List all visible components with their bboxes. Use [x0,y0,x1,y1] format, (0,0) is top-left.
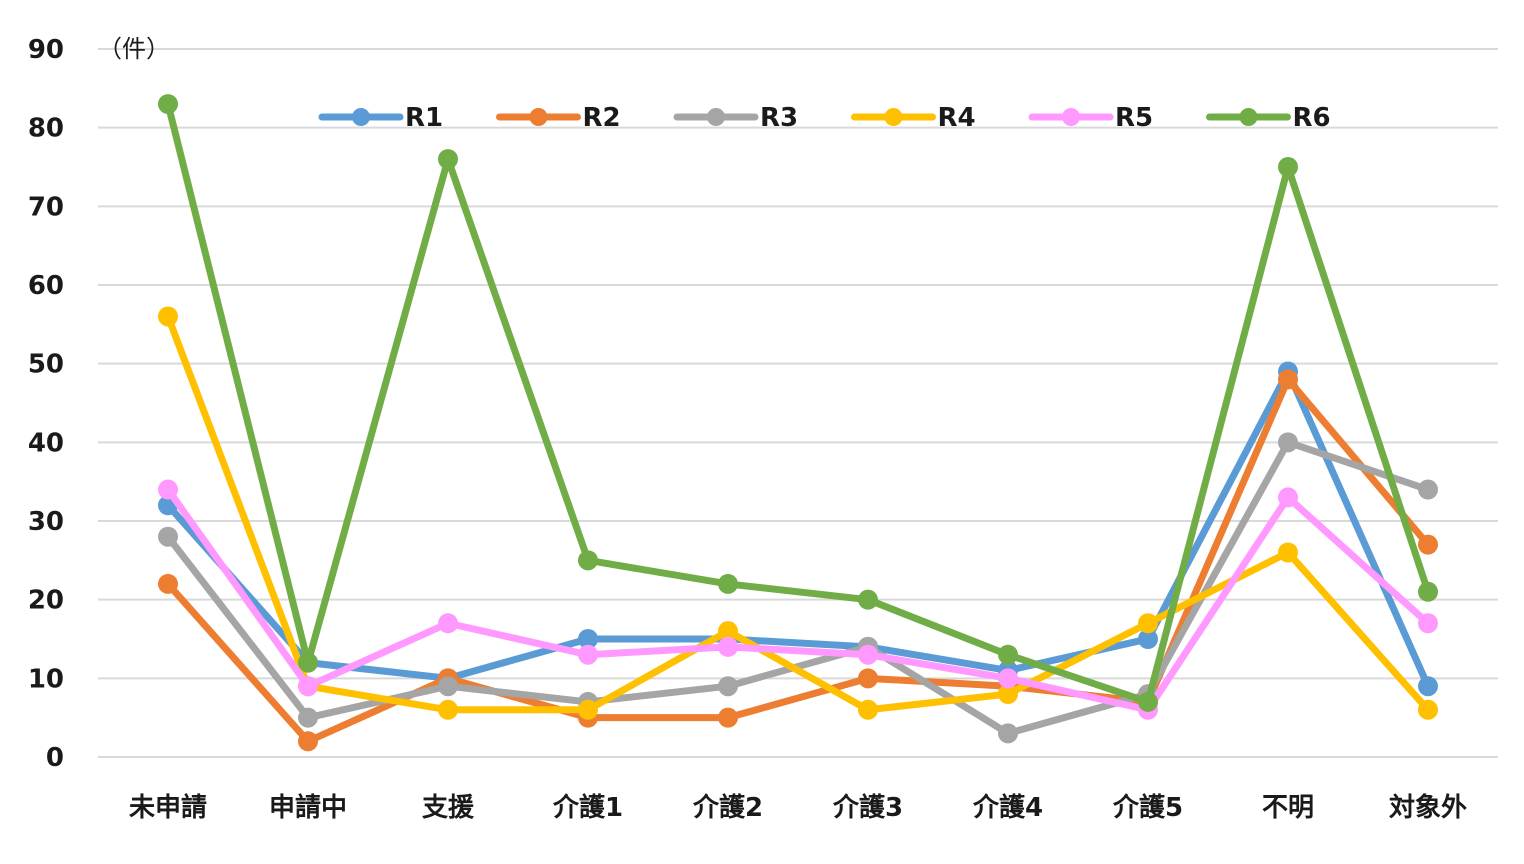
data-point [438,676,458,697]
legend-label: R1 [405,103,443,133]
data-point [578,629,598,649]
data-point [578,699,598,720]
series-r1 [158,361,1438,697]
series-line [164,312,1432,714]
y-tick-label: 80 [28,114,64,144]
data-point [1418,534,1438,555]
data-point [298,707,318,728]
data-point [578,550,598,571]
data-point [1418,676,1438,697]
x-tick-label: 介護1 [552,792,623,823]
legend-dot-marker [707,108,725,126]
data-point [718,636,738,657]
data-point [158,306,178,327]
x-axis-tick-labels: 未申請 申請中 支援 介護1 介護2 介護3 介護4 介護5 不明 対象外 [129,792,1467,823]
legend-dot-marker [884,108,903,126]
series-line [164,368,1432,690]
series-lines [158,94,1438,752]
y-tick-label: 30 [28,507,64,537]
data-point [1278,487,1298,508]
data-point [1138,629,1158,649]
series-line [164,100,1432,706]
y-axis-tick-labels: 0 10 20 30 40 50 60 70 80 90 [28,35,64,773]
data-point [438,699,458,720]
data-point [1278,157,1298,177]
y-tick-label: 60 [28,271,64,301]
series-line [164,486,1432,714]
data-point [298,676,318,697]
legend-label: R3 [760,103,798,133]
series-r6 [158,94,1438,712]
data-point [998,644,1018,665]
legend-item-r5: R5 [1028,103,1153,133]
data-point [1278,369,1298,390]
legend-item-r1: R1 [318,103,443,133]
data-point [438,613,458,634]
data-point [858,644,878,665]
data-point [1418,613,1438,634]
data-point [578,644,598,665]
data-point [858,699,878,720]
legend-item-r4: R4 [851,103,976,133]
data-point [1278,542,1298,563]
data-point [158,526,178,547]
data-point [718,707,738,728]
legend-dot-marker [1239,108,1258,126]
data-point [158,573,178,594]
legend-label: R4 [938,103,976,133]
y-tick-label: 40 [28,428,64,458]
data-point [158,479,178,500]
legend-dot-marker [1062,108,1080,126]
legend-item-r6: R6 [1206,103,1331,133]
x-tick-label: 支援 [422,793,475,823]
y-tick-label: 20 [28,586,64,616]
data-point [1418,479,1438,500]
x-tick-label: 介護5 [1112,792,1183,823]
legend-item-r3: R3 [673,103,798,133]
x-tick-label: 介護2 [692,792,763,823]
y-tick-label: 0 [46,743,64,773]
y-tick-label: 90 [28,35,64,65]
data-point [298,731,318,752]
legend-label: R2 [583,103,621,133]
y-tick-label: 70 [28,192,64,222]
data-point [718,621,738,642]
x-tick-label: 介護3 [832,792,903,823]
data-point [858,589,878,610]
data-point [858,668,878,689]
legend-dot-marker [529,108,548,126]
y-axis-unit-label: （件） [98,35,170,63]
data-point [438,149,458,170]
x-tick-label: 申請中 [269,792,347,823]
data-point [998,723,1018,744]
data-point [1418,581,1438,602]
data-point [158,94,178,115]
data-point [1138,613,1158,634]
data-point [1278,432,1298,453]
legend-dot-marker [352,108,370,126]
y-tick-label: 50 [28,350,64,380]
data-point [998,684,1018,705]
x-tick-label: 介護4 [972,792,1043,823]
legend: R1 R2 R3 R4 R5 R6 [318,103,1331,133]
legend-label: R6 [1293,103,1331,133]
legend-label: R5 [1115,103,1153,133]
x-tick-label: 対象外 [1389,792,1467,823]
data-point [718,573,738,594]
x-tick-label: 不明 [1262,793,1314,823]
legend-item-r2: R2 [496,103,621,133]
series-line [164,375,1432,745]
data-point [718,676,738,697]
y-tick-label: 10 [28,664,64,694]
x-tick-label: 未申請 [129,792,207,823]
data-point [298,652,318,673]
data-point [1418,699,1438,720]
data-point [998,668,1018,689]
data-point [1138,691,1158,712]
